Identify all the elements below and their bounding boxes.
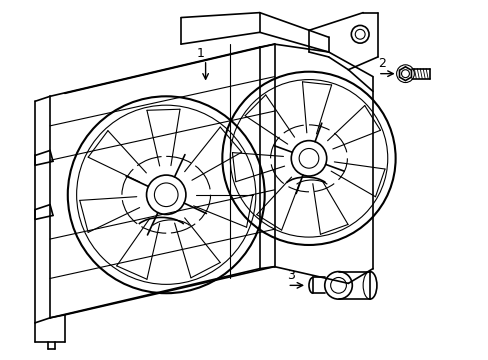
Text: 3: 3	[287, 269, 295, 282]
Text: 2: 2	[377, 57, 385, 70]
Text: 1: 1	[196, 48, 204, 60]
